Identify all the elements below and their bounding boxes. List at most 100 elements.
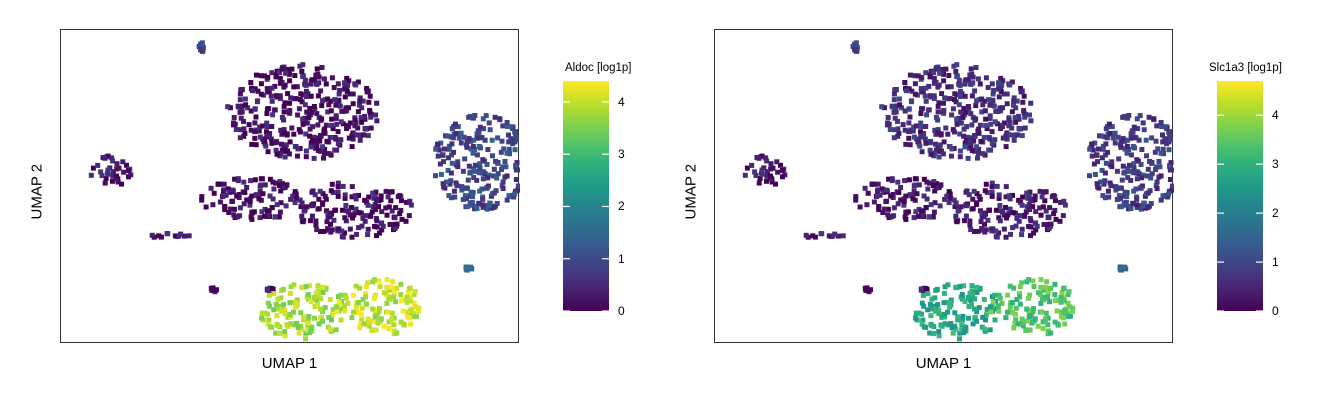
cell-point	[1039, 194, 1045, 200]
cell-point	[892, 127, 898, 133]
cell-point	[937, 142, 943, 148]
cell-point	[986, 97, 992, 103]
cell-point	[888, 193, 894, 199]
cell-point	[258, 81, 264, 87]
cell-point	[881, 105, 887, 111]
cell-point	[1038, 300, 1044, 306]
cell-point	[972, 88, 978, 94]
cell-point	[951, 129, 957, 135]
colorbar-tick-label: 2	[618, 199, 625, 214]
cell-point	[481, 126, 487, 132]
cell-point	[768, 173, 774, 179]
cell-point	[1005, 309, 1010, 315]
cell-point	[958, 88, 963, 94]
cell-point	[293, 96, 299, 102]
cell-point	[889, 214, 895, 220]
cell-point	[336, 98, 342, 104]
cell-point	[329, 227, 335, 233]
cell-point	[300, 121, 306, 127]
cell-point	[991, 87, 997, 93]
cell-point	[338, 292, 344, 298]
cell-point	[320, 289, 326, 295]
cell-point	[318, 315, 324, 321]
cell-point	[342, 80, 347, 86]
cell-point	[1023, 209, 1029, 215]
cell-point	[391, 331, 397, 337]
cell-point	[278, 150, 284, 156]
cell-point	[273, 180, 279, 186]
cell-point	[943, 66, 949, 72]
cell-point	[1100, 146, 1106, 152]
cell-point	[1001, 226, 1007, 232]
cell-point	[407, 286, 413, 292]
cell-point	[1121, 170, 1127, 176]
cell-point	[909, 88, 915, 94]
cell-point	[102, 155, 108, 161]
cell-point	[960, 114, 966, 120]
cell-point	[1011, 95, 1017, 101]
cell-point	[963, 325, 969, 331]
cell-point	[372, 314, 378, 320]
cell-point	[945, 131, 951, 137]
cell-point	[1028, 198, 1033, 203]
cell-point	[355, 125, 361, 131]
cell-point	[946, 189, 952, 195]
cell-point	[954, 121, 960, 127]
cell-point	[913, 209, 919, 215]
cell-point	[1045, 290, 1051, 296]
cell-point	[840, 233, 846, 239]
cell-point	[380, 223, 386, 229]
cell-point	[1123, 266, 1129, 272]
cell-point	[985, 217, 991, 223]
cell-point	[958, 94, 963, 99]
cell-point	[903, 85, 909, 91]
cell-point	[954, 62, 960, 68]
cell-point	[279, 66, 285, 72]
cell-point	[1034, 223, 1040, 229]
cell-point	[912, 73, 918, 79]
cell-point	[1099, 155, 1105, 161]
cell-point	[319, 103, 325, 109]
cell-point	[360, 297, 366, 302]
cell-point	[1168, 160, 1174, 166]
cell-point	[285, 323, 291, 329]
cell-point	[299, 213, 305, 219]
cell-point	[278, 200, 284, 206]
cell-point	[925, 291, 931, 297]
cell-point	[962, 144, 968, 150]
cell-point	[508, 124, 514, 130]
cell-point	[105, 153, 111, 159]
cell-point	[935, 103, 941, 109]
cell-point	[250, 88, 255, 94]
cell-point	[942, 196, 948, 202]
cell-point	[922, 286, 928, 292]
cell-point	[1152, 149, 1158, 155]
cell-point	[306, 313, 312, 319]
cell-point	[966, 315, 971, 321]
cell-point	[371, 295, 377, 301]
cell-point	[974, 191, 980, 197]
cell-point	[292, 73, 298, 78]
cell-point	[291, 282, 297, 288]
cell-point	[1020, 194, 1026, 200]
cell-point	[969, 283, 975, 289]
cell-point	[982, 108, 988, 114]
cell-point	[385, 309, 391, 315]
cell-point	[957, 284, 963, 290]
cell-point	[1051, 193, 1057, 199]
cell-point	[891, 97, 897, 103]
cell-point	[1124, 194, 1130, 199]
cell-point	[304, 109, 310, 115]
cell-point	[490, 173, 496, 179]
cell-point	[987, 304, 993, 310]
cell-point	[1026, 277, 1032, 283]
cell-point	[337, 87, 343, 93]
cell-point	[934, 185, 940, 191]
cell-point	[515, 183, 520, 189]
cell-point	[836, 233, 841, 239]
cell-point	[334, 309, 340, 315]
cell-point	[471, 175, 477, 181]
cell-point	[274, 321, 280, 327]
cell-point	[350, 91, 356, 97]
cell-point	[969, 148, 975, 153]
